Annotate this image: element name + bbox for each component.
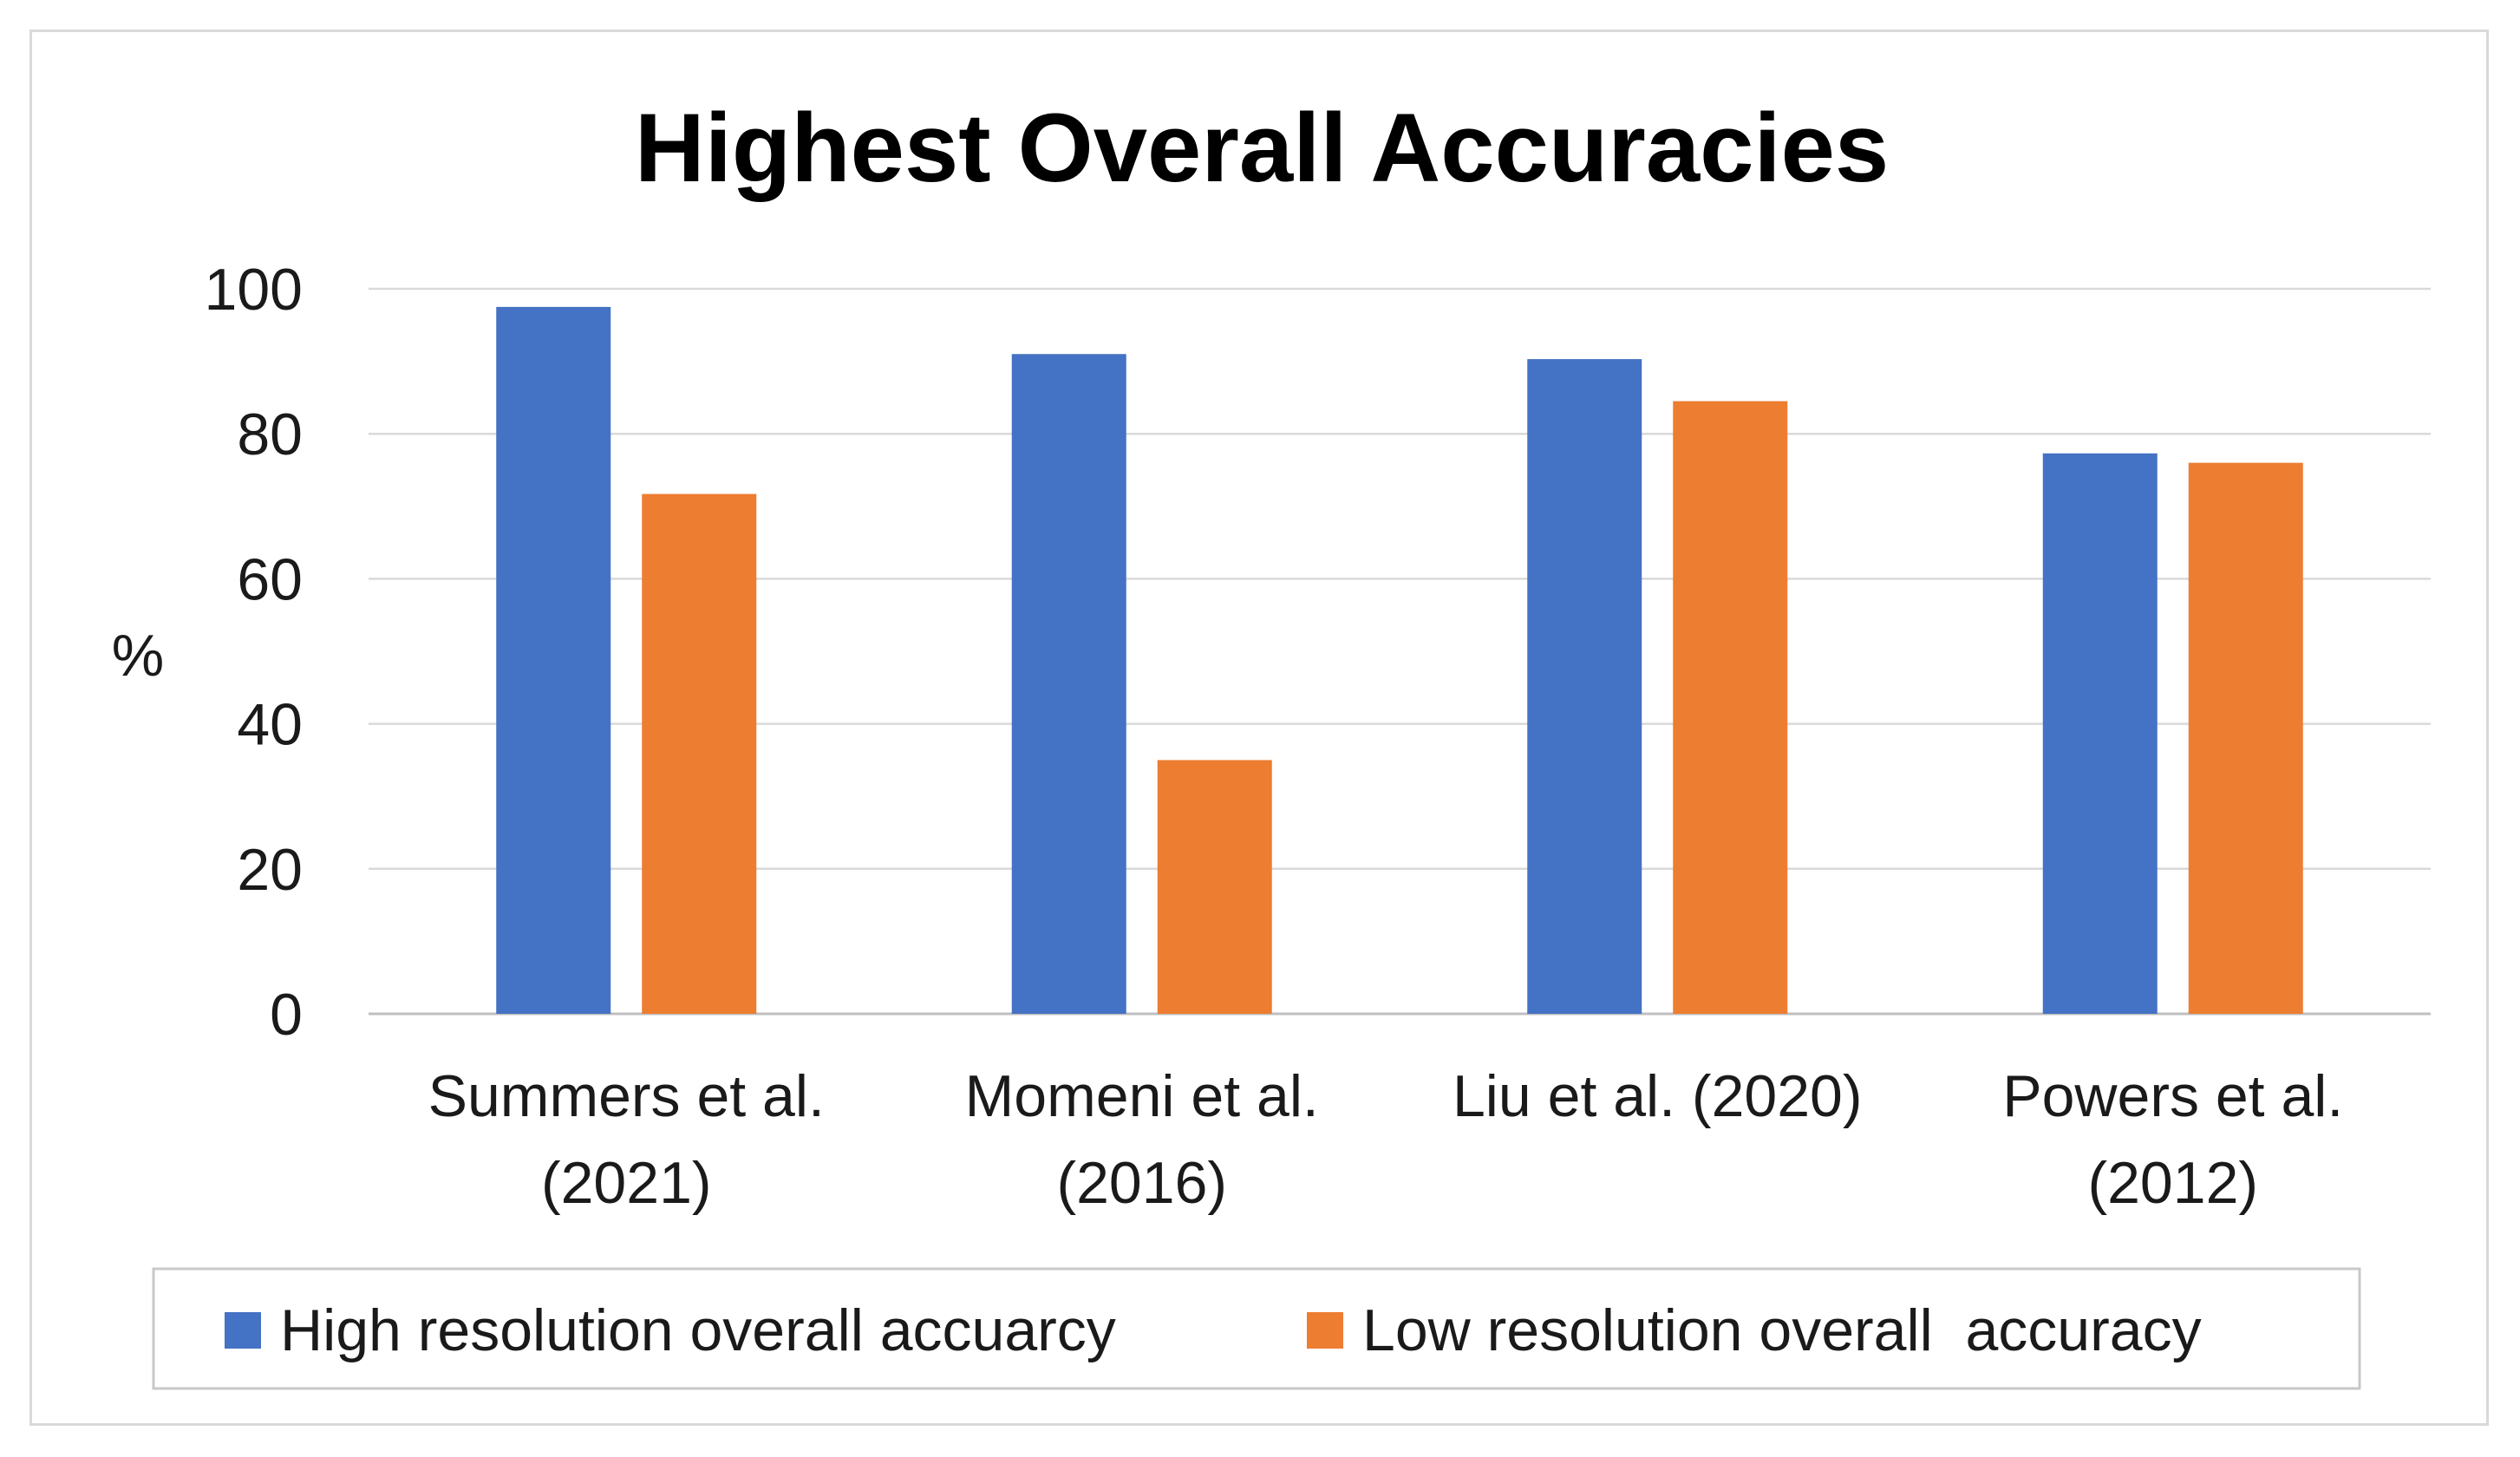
bar-high-resolution-3 (2042, 453, 2158, 1014)
chart-title: Highest Overall Accuracies (635, 94, 1889, 202)
chart-frame: Highest Overall Accuracies 0 20 40 60 80 100 … (29, 29, 2489, 1426)
y-tick-label: 40 (237, 692, 303, 758)
x-category-label: (2016) (1056, 1150, 1227, 1216)
legend-label: High resolution overall accuarcy (280, 1297, 1116, 1363)
y-tick-label: 20 (237, 837, 303, 903)
x-category-label: Momeni et al. (965, 1063, 1319, 1129)
legend: High resolution overall accuarcy Low reso… (152, 1267, 2361, 1390)
y-tick-label: 100 (205, 257, 303, 323)
x-category-label: (2021) (541, 1150, 712, 1216)
legend-box (152, 1267, 2361, 1390)
bar-low-resolution-0 (642, 493, 757, 1014)
y-tick-label: 0 (270, 982, 303, 1048)
bar-chart: Highest Overall Accuracies 020406080100 … (112, 94, 2431, 1390)
y-tick-label: 80 (237, 402, 303, 467)
x-axis-categories: Summers et al. (2021) Momeni et al. (2016) L… (428, 1063, 2344, 1216)
bars (496, 306, 2303, 1015)
x-category-label: Powers et al. (2002, 1063, 2343, 1129)
y-tick-label: 60 (237, 546, 303, 612)
bar-low-resolution-3 (2188, 462, 2303, 1014)
x-category-label: Summers et al. (428, 1063, 825, 1129)
y-axis-label: % (112, 623, 164, 689)
bar-low-resolution-1 (1157, 760, 1272, 1014)
legend-items: High resolution overall accuarcy Low reso… (225, 1297, 2202, 1363)
legend-swatch (1307, 1312, 1343, 1349)
legend-label: Low resolution overall accuracy (1362, 1297, 2202, 1363)
x-category-label: (2012) (2087, 1150, 2258, 1216)
bar-high-resolution-1 (1011, 354, 1126, 1014)
bar-high-resolution-0 (496, 306, 611, 1014)
bar-low-resolution-2 (1673, 401, 1788, 1015)
legend-swatch (225, 1312, 261, 1349)
y-axis-ticks: 0 20 40 60 80 100 (205, 257, 303, 1048)
bar-high-resolution-2 (1527, 359, 1642, 1014)
x-category-label: Liu et al. (2020) (1453, 1063, 1863, 1129)
